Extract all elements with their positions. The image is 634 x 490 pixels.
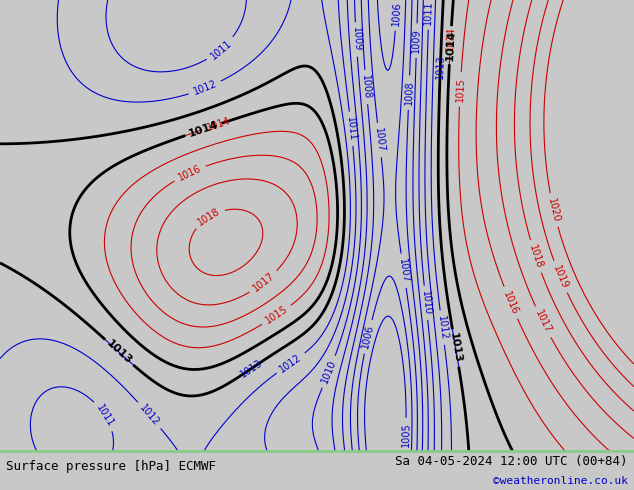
Text: 1019: 1019 (551, 264, 569, 290)
Text: 1013: 1013 (448, 332, 463, 364)
Text: 1014: 1014 (445, 26, 456, 51)
Text: 1007: 1007 (373, 127, 385, 153)
Text: Surface pressure [hPa] ECMWF: Surface pressure [hPa] ECMWF (6, 460, 216, 473)
Text: 1016: 1016 (501, 290, 520, 316)
Text: 1017: 1017 (251, 271, 276, 294)
Text: Sa 04-05-2024 12:00 UTC (00+84): Sa 04-05-2024 12:00 UTC (00+84) (395, 455, 628, 468)
Text: 1010: 1010 (420, 290, 432, 316)
Text: 1008: 1008 (360, 74, 372, 99)
Text: 1007: 1007 (397, 258, 410, 284)
Text: 1011: 1011 (345, 116, 358, 142)
Text: 1011: 1011 (209, 38, 233, 61)
Text: 1012: 1012 (138, 403, 161, 428)
Text: 1013: 1013 (435, 54, 446, 79)
Text: 1008: 1008 (403, 80, 415, 105)
Text: 1018: 1018 (527, 243, 544, 270)
Text: 1015: 1015 (455, 77, 466, 102)
Text: 1006: 1006 (391, 1, 402, 26)
Text: 1013: 1013 (105, 338, 134, 367)
Text: 1016: 1016 (176, 163, 203, 183)
Text: 1015: 1015 (264, 304, 290, 326)
Text: ©weatheronline.co.uk: ©weatheronline.co.uk (493, 476, 628, 487)
Text: 1012: 1012 (436, 315, 449, 341)
Text: 1017: 1017 (533, 309, 553, 335)
Text: 1011: 1011 (94, 403, 115, 429)
Text: 1013: 1013 (238, 358, 264, 380)
Text: 1020: 1020 (546, 197, 561, 223)
Text: 1012: 1012 (191, 79, 218, 98)
Text: 1018: 1018 (196, 206, 222, 228)
Text: 1011: 1011 (424, 0, 434, 25)
Text: 1005: 1005 (401, 422, 411, 447)
Text: 1014: 1014 (187, 120, 219, 139)
Text: 1006: 1006 (360, 323, 375, 350)
Text: 1014: 1014 (444, 29, 456, 61)
Text: 1009: 1009 (351, 27, 362, 52)
Text: 1010: 1010 (320, 359, 338, 385)
Text: 1014: 1014 (205, 116, 232, 133)
Text: 1012: 1012 (278, 352, 304, 374)
Text: 1009: 1009 (411, 28, 422, 53)
